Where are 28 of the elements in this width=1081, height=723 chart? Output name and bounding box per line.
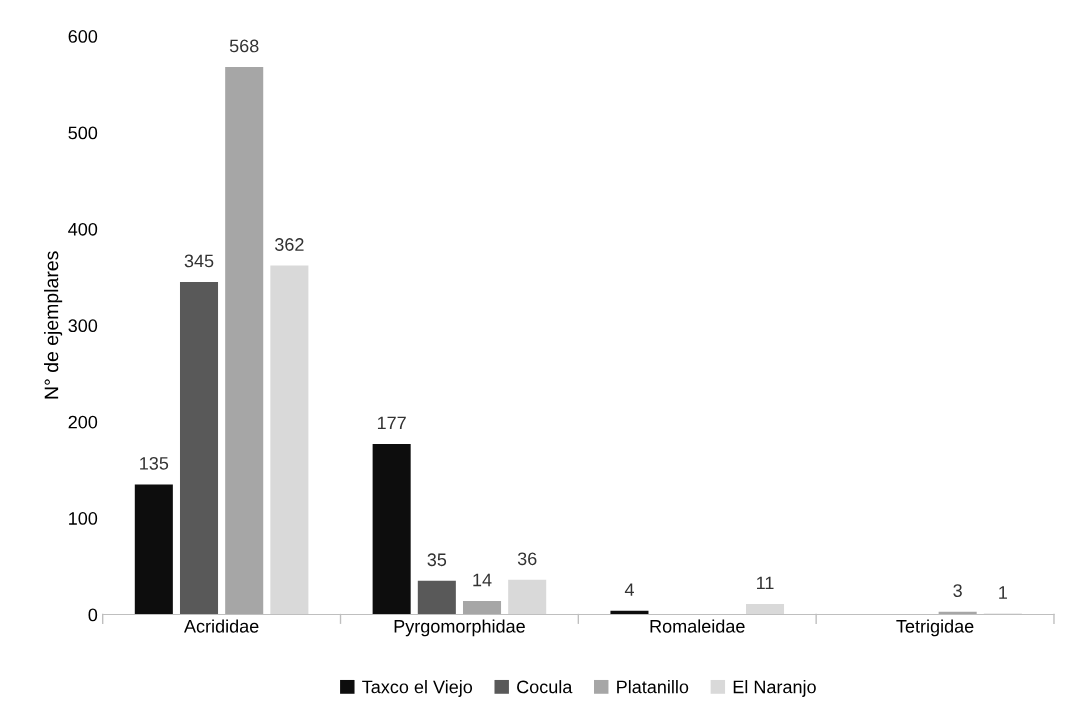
data-label: 11 [757, 576, 774, 590]
data-label: 362 [275, 238, 304, 251]
y-tick-label: 400 [68, 222, 98, 236]
y-tick-label: 600 [68, 30, 98, 43]
data-label: 14 [473, 573, 492, 587]
data-label: 3 [953, 584, 962, 597]
legend-label: El Naranjo [733, 680, 816, 697]
legend-label: Cocula [517, 680, 573, 694]
data-label: 345 [184, 254, 214, 268]
x-tick-label: Romaleidae [650, 619, 745, 633]
x-tick-label: Pyrgomorphidae [394, 619, 525, 637]
y-tick-label: 500 [68, 126, 98, 140]
data-label: 568 [229, 39, 259, 53]
data-label: 177 [377, 416, 406, 430]
y-tick-label: 200 [68, 415, 98, 429]
y-tick-label: 0 [88, 608, 98, 622]
data-label: 135 [140, 456, 169, 470]
x-tick-label: Tetrigidae [896, 619, 974, 637]
y-tick-label: 300 [68, 319, 98, 333]
legend-label: Platanillo [617, 680, 689, 694]
data-label: 36 [517, 552, 537, 566]
data-label: 1 [999, 586, 1007, 599]
data-label: 35 [427, 553, 447, 567]
x-tick-label: Acrididae [184, 619, 259, 633]
y-axis-title: N° de ejemplares [44, 251, 63, 399]
legend-label: Taxco el Viejo [362, 680, 473, 697]
y-tick-label: 100 [69, 512, 98, 525]
data-label: 4 [624, 583, 634, 596]
